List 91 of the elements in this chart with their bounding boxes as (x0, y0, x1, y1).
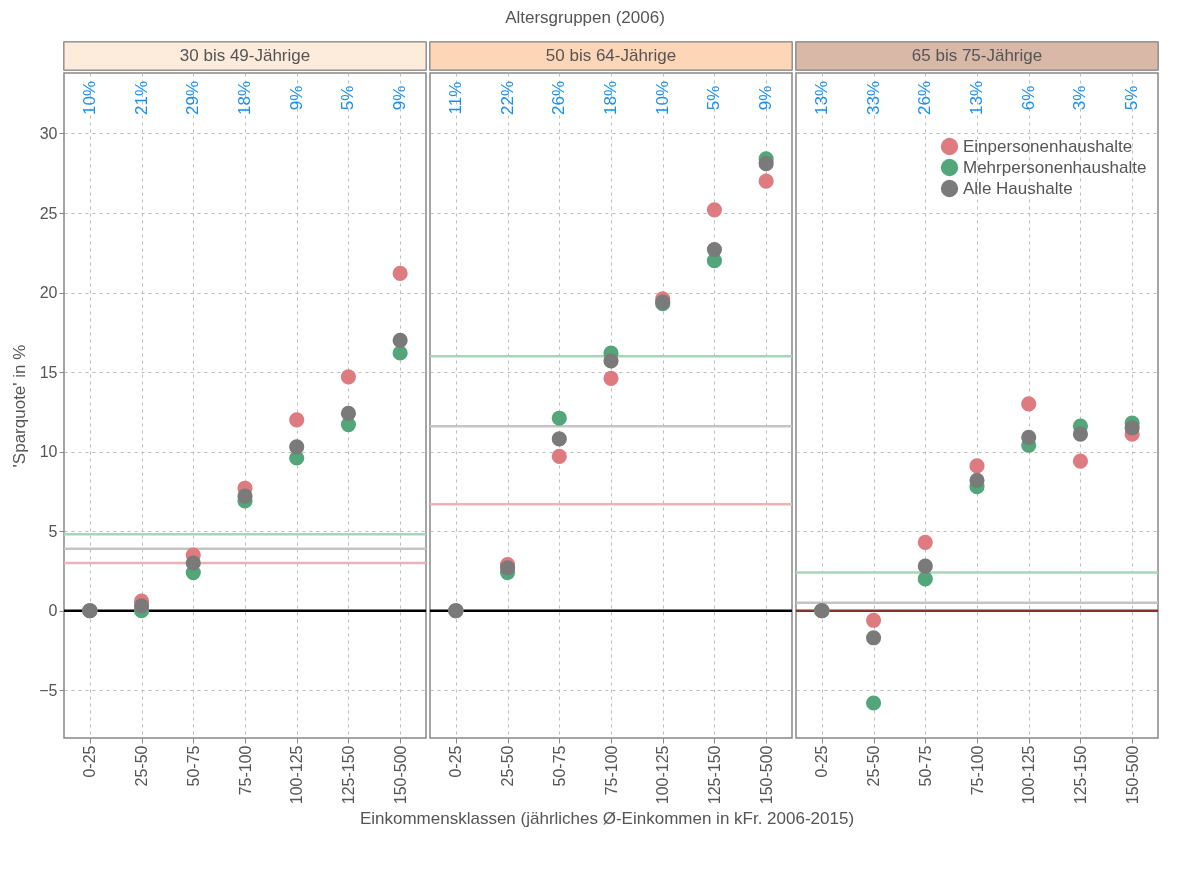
y-axis-title: 'Sparquote' in % (10, 344, 30, 468)
point (917, 534, 933, 550)
annotation: 10% (652, 80, 672, 116)
annotation: 5% (704, 85, 724, 111)
annotation: 5% (338, 85, 358, 111)
x-tick-label: 150-500 (391, 745, 409, 805)
annotation: 6% (1018, 85, 1038, 111)
x-tick-label: 150-500 (757, 745, 775, 805)
annotation: 3% (1070, 85, 1090, 111)
y-tick-label: 20 (39, 284, 58, 302)
point (758, 156, 774, 172)
point (1124, 420, 1140, 436)
point (706, 242, 723, 258)
point (603, 353, 619, 369)
x-tick-label: 125-150 (339, 745, 357, 805)
x-tick-label: 125-150 (705, 745, 723, 805)
point (237, 488, 253, 504)
annotation: 5% (1122, 85, 1142, 111)
annotation: 10% (79, 80, 99, 116)
annotation: 18% (235, 80, 254, 116)
x-tick-label: 0-25 (447, 745, 465, 778)
annotation: 18% (601, 80, 620, 116)
x-tick-label: 25-50 (133, 745, 151, 787)
x-tick-label: 100-125 (654, 745, 672, 805)
annotation: 9% (286, 85, 306, 111)
x-axis-title: Einkommensklassen (jährliches Ø-Einkommen in kFr. 2006-2015) (359, 809, 855, 828)
x-tick-label: 25-50 (499, 745, 517, 787)
y-tick-label: 10 (39, 443, 58, 461)
x-tick-label: 50-75 (916, 745, 934, 787)
point (865, 630, 882, 646)
point (1072, 426, 1089, 442)
point (603, 370, 619, 387)
annotation: 11% (445, 81, 465, 115)
legend-label: Mehrpersonenhaushalte (963, 157, 1147, 177)
annotation: 13% (811, 80, 831, 116)
point (185, 555, 201, 571)
point (969, 458, 985, 474)
x-tick-label: 100-125 (288, 745, 306, 805)
x-tick-label: 50-75 (550, 745, 568, 787)
point (340, 405, 357, 422)
point (551, 431, 567, 447)
y-tick-label: 5 (48, 522, 58, 540)
y-tick-label: −5 (39, 681, 58, 699)
point (392, 265, 408, 282)
point (758, 173, 774, 189)
chart-title: 30 bis 49-Jährige (179, 46, 311, 65)
point (1021, 396, 1037, 412)
legend-label: Alle Haushalte (963, 178, 1073, 198)
x-tick-label: 75-100 (602, 745, 620, 796)
point (706, 202, 723, 218)
x-tick-label: 25-50 (865, 745, 883, 787)
y-tick-label: 15 (39, 363, 58, 381)
y-tick-label: 0 (48, 602, 58, 620)
annotation: 29% (183, 80, 203, 116)
x-tick-label: 0-25 (81, 745, 99, 778)
point (551, 410, 567, 426)
x-tick-label: 50-75 (184, 745, 202, 787)
annotation: 26% (549, 80, 569, 116)
point (917, 558, 933, 574)
y-tick-label: 30 (39, 124, 58, 142)
point (865, 695, 882, 711)
point (340, 369, 357, 385)
point (1021, 429, 1037, 445)
chart-title: 50 bis 64-Jährige (545, 46, 677, 65)
point (392, 345, 408, 361)
annotation: 13% (967, 80, 986, 116)
point (551, 448, 567, 464)
annotation: 9% (390, 85, 410, 111)
x-tick-label: 75-100 (236, 745, 254, 796)
annotation: 9% (756, 85, 776, 111)
chart-title: 65 bis 75-Jährige (911, 46, 1043, 65)
legend-label: Einpersonenhaushalte (963, 136, 1133, 156)
x-tick-label: 0-25 (813, 745, 831, 778)
x-tick-label: 125-150 (1071, 745, 1089, 805)
point (1072, 453, 1089, 469)
annotation: 33% (863, 80, 883, 116)
annotation: 26% (915, 80, 935, 116)
chart-subtitle: Altersgruppen (2006) (505, 7, 665, 27)
annotation: 22% (497, 80, 517, 116)
x-tick-label: 150-500 (1123, 745, 1141, 805)
y-tick-label: 25 (39, 204, 58, 222)
annotation: 21% (131, 80, 151, 116)
point (969, 472, 985, 488)
point (133, 598, 150, 614)
point (917, 571, 933, 587)
point (865, 612, 882, 628)
point (392, 332, 408, 348)
point (289, 439, 305, 455)
x-tick-label: 100-125 (1020, 745, 1038, 805)
point (289, 412, 305, 428)
x-tick-label: 75-100 (968, 745, 986, 796)
